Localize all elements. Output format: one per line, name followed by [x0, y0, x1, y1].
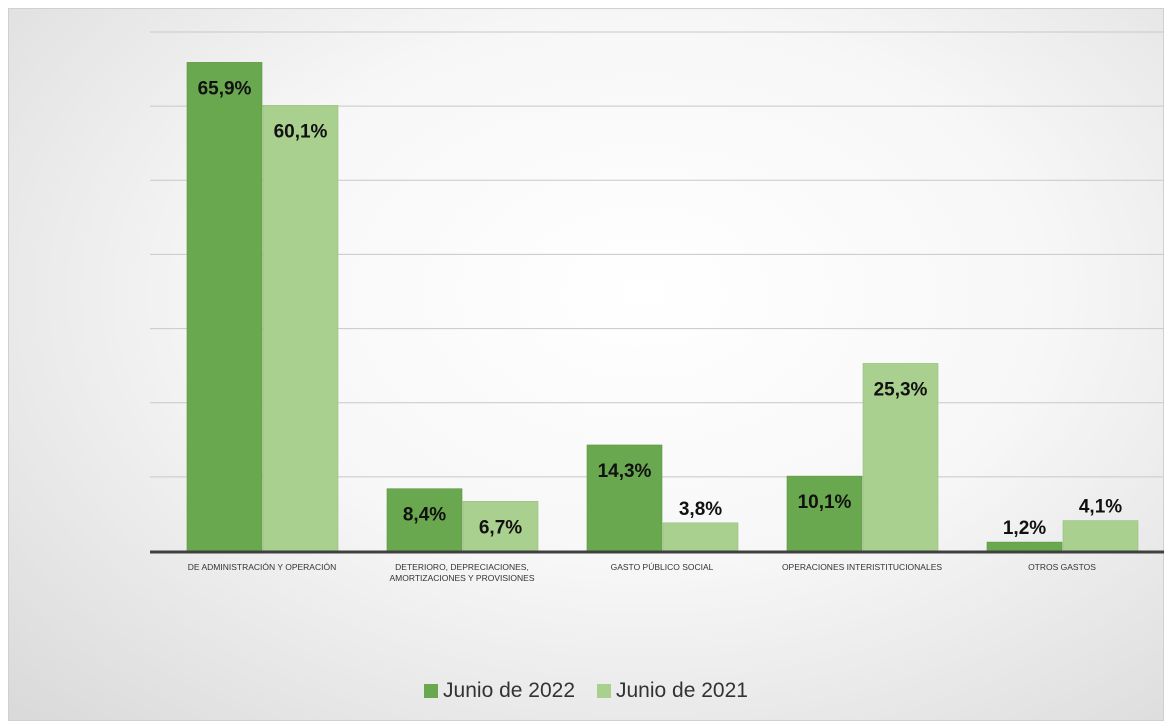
data-label: 14,3%: [598, 461, 652, 482]
data-label: 6,7%: [479, 517, 522, 538]
category-label: OPERACIONES INTERISTITUCIONALES: [781, 562, 943, 572]
bar-series-1-cat-3: [586, 444, 663, 552]
bar-series-1-cat-1: [186, 62, 263, 552]
bar-series-2-cat-1: [262, 105, 339, 552]
legend-swatch-series-2: [597, 684, 611, 698]
legend-label-series-1: Junio de 2022: [443, 679, 575, 702]
data-label: 8,4%: [403, 505, 446, 526]
bar-series-2-cat-3: [662, 522, 739, 552]
data-label: 25,3%: [874, 379, 928, 400]
data-label: 4,1%: [1079, 497, 1122, 518]
data-label: 1,2%: [1003, 518, 1046, 539]
category-label: OTROS GASTOS: [1028, 562, 1096, 572]
data-label: 3,8%: [679, 499, 722, 520]
bar-series-1-cat-4: [786, 475, 863, 552]
category-label: DE ADMINISTRACIÓN Y OPERACIÓN: [187, 562, 337, 572]
bar-series-2-cat-2: [462, 501, 539, 552]
legend-label-series-2: Junio de 2021: [616, 679, 748, 702]
data-label: 10,1%: [798, 492, 852, 513]
bar-series-2-cat-5: [1062, 520, 1139, 552]
category-label: GASTO PÚBLICO SOCIAL: [610, 562, 714, 572]
legend-swatch-series-1: [424, 684, 439, 698]
bar-series-1-cat-2: [386, 488, 463, 552]
legend-item-series-2: Junio de 2021: [597, 679, 748, 703]
bar-series-1-cat-5: [986, 541, 1063, 552]
legend-item-series-1: Junio de 2022: [424, 679, 575, 703]
data-label: 65,9%: [198, 78, 252, 99]
category-label: DETERIORO, DEPRECIACIONES, AMORTIZACIONE…: [389, 562, 535, 583]
legend: Junio de 2022 Junio de 2021: [0, 679, 1172, 703]
bar-series-2-cat-4: [862, 363, 939, 552]
data-label: 60,1%: [274, 121, 328, 142]
